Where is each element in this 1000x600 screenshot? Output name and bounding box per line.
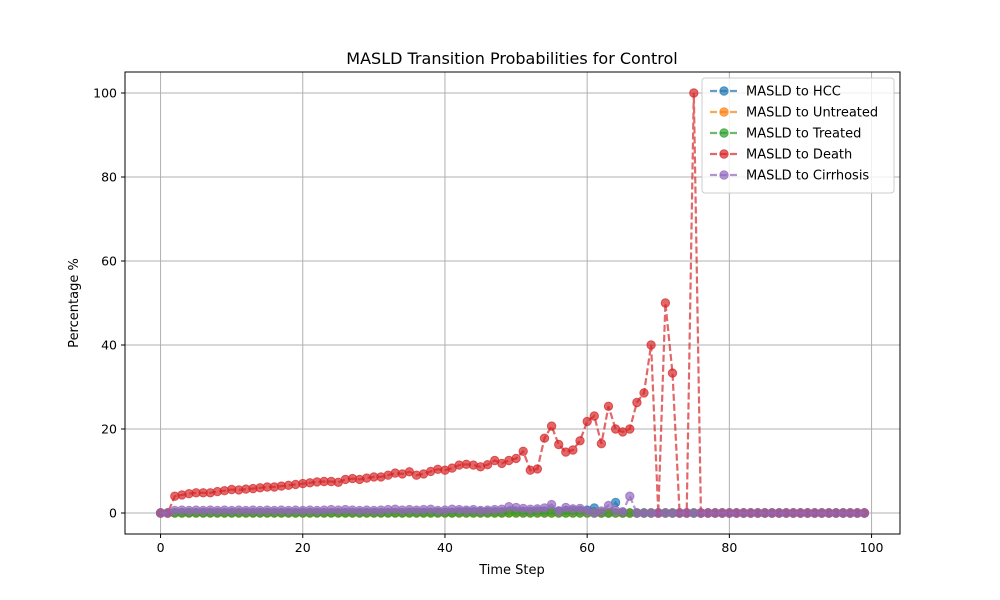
- legend-marker: [719, 149, 729, 159]
- series-masld-to-cirrhosis: [155, 491, 870, 518]
- legend-marker: [719, 128, 729, 138]
- legend-label: MASLD to Treated: [746, 127, 861, 142]
- data-point: [554, 439, 564, 450]
- x-tick-label: 40: [437, 540, 453, 555]
- data-point: [603, 401, 614, 411]
- y-axis-label: Percentage %: [67, 258, 82, 348]
- data-point: [689, 88, 699, 98]
- y-tick-label: 20: [101, 422, 117, 437]
- data-point: [639, 388, 649, 398]
- data-point: [625, 424, 635, 434]
- plot-frame: [124, 71, 901, 535]
- legend-box: [701, 77, 895, 194]
- x-tick-label: 0: [157, 540, 165, 555]
- data-point: [596, 506, 607, 516]
- data-point: [859, 508, 870, 518]
- data-point: [582, 416, 592, 427]
- x-tick-label: 100: [860, 540, 884, 555]
- series-layer: [155, 88, 870, 518]
- data-point: [575, 436, 585, 446]
- ticks: 0 20 40 60 80 100 0 20 40 60 80 100: [93, 86, 883, 556]
- data-point: [667, 368, 678, 378]
- y-tick-label: 100: [93, 86, 117, 101]
- x-axis-label: Time Step: [478, 563, 545, 578]
- data-point: [539, 433, 550, 443]
- data-point: [589, 411, 599, 421]
- x-tick-label: 60: [579, 540, 595, 555]
- y-tick-label: 80: [101, 170, 117, 185]
- y-tick-label: 0: [109, 506, 117, 521]
- data-point: [511, 453, 521, 464]
- data-point: [568, 445, 578, 455]
- data-point: [625, 491, 635, 501]
- legend-label: MASLD to Cirrhosis: [746, 169, 869, 184]
- data-point: [618, 507, 628, 517]
- data-point: [596, 439, 607, 449]
- y-tick-label: 60: [101, 254, 117, 269]
- data-point: [603, 500, 614, 511]
- chart-title: MASLD Transition Probabilities for Contr…: [346, 49, 677, 68]
- legend-marker: [719, 170, 729, 180]
- x-tick-label: 20: [295, 540, 311, 555]
- legend-label: MASLD to HCC: [746, 85, 841, 100]
- data-point: [482, 460, 493, 470]
- y-tick-label: 40: [101, 338, 117, 353]
- data-point: [546, 499, 557, 510]
- data-point: [518, 446, 528, 456]
- data-point: [532, 464, 543, 474]
- data-point: [546, 421, 557, 431]
- data-point: [632, 397, 642, 408]
- legend-label: MASLD to Death: [746, 148, 852, 163]
- data-point: [646, 340, 656, 350]
- data-point: [660, 298, 671, 308]
- legend-label: MASLD to Untreated: [746, 106, 878, 121]
- legend-marker: [719, 86, 729, 96]
- x-tick-label: 80: [721, 540, 737, 555]
- legend: MASLD to HCC MASLD to Untreated MASLD to T…: [701, 77, 895, 194]
- legend-marker: [719, 107, 729, 117]
